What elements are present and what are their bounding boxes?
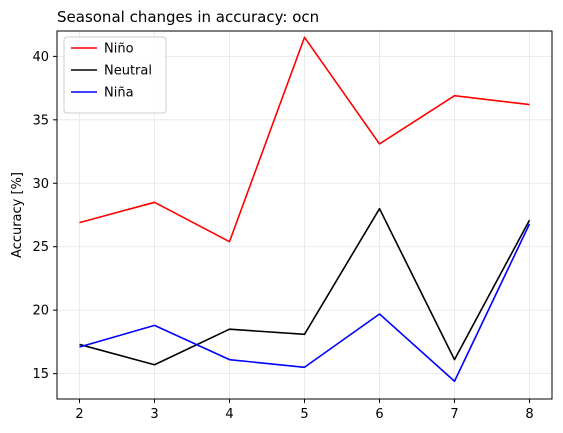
x-tick-label: 6 — [375, 407, 383, 422]
x-tick-label: 4 — [225, 407, 233, 422]
y-tick-label: 35 — [32, 113, 49, 128]
y-tick-label: 30 — [32, 177, 49, 192]
chart-title: Seasonal changes in accuracy: ocn — [57, 8, 319, 26]
x-tick-label: 7 — [450, 407, 458, 422]
legend: Niño Neutral Niña — [63, 36, 167, 114]
ticks: 2 3 4 5 6 7 8 15 20 25 30 35 40 — [32, 50, 533, 422]
y-tick-label: 40 — [32, 50, 49, 65]
y-tick-label: 15 — [32, 367, 49, 382]
y-tick-label: 25 — [32, 240, 49, 255]
x-tick-label: 5 — [300, 407, 308, 422]
series-line-0 — [79, 36, 530, 243]
series-line-1 — [79, 207, 531, 366]
x-tick-label: 8 — [525, 407, 533, 422]
series-line-2 — [79, 223, 531, 383]
y-axis-label: Accuracy [%] — [10, 172, 25, 258]
grid — [57, 31, 552, 399]
legend-label: Niño — [104, 42, 134, 57]
x-tick-label: 3 — [150, 407, 158, 422]
y-tick-label: 20 — [32, 304, 49, 319]
legend-box — [63, 36, 167, 114]
legend-label: Neutral — [104, 64, 152, 79]
x-tick-label: 2 — [75, 407, 83, 422]
series-layer — [79, 36, 531, 383]
legend-label: Niña — [104, 86, 134, 101]
